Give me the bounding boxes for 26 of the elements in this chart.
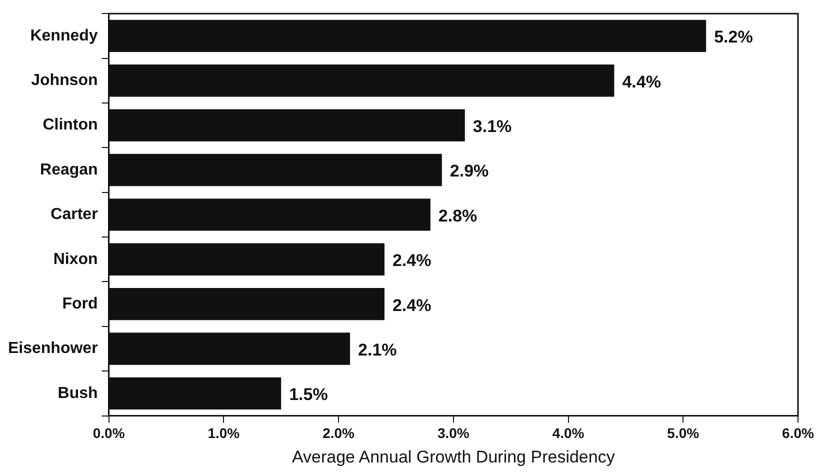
x-tick-label: 4.0% xyxy=(552,425,585,442)
x-tick-label: 6.0% xyxy=(782,425,814,442)
y-tick-label: Nixon xyxy=(53,250,98,268)
y-tick-label: Carter xyxy=(50,206,98,224)
x-tick-label: 1.0% xyxy=(208,425,240,442)
x-tick-label: 3.0% xyxy=(437,425,470,442)
x-tick-label: 5.0% xyxy=(667,425,700,442)
data-label: 3.1% xyxy=(472,117,512,136)
data-label: 2.9% xyxy=(450,162,489,181)
y-tick-label: Kennedy xyxy=(30,27,98,44)
data-label: 5.2% xyxy=(714,28,753,47)
data-label: 2.1% xyxy=(358,340,397,360)
data-label: 2.8% xyxy=(438,206,478,226)
y-tick-label: Bush xyxy=(58,384,98,402)
data-label: 4.4% xyxy=(622,72,661,92)
y-tick-label: Reagan xyxy=(40,161,98,178)
x-tick-label: 2.0% xyxy=(322,425,356,442)
x-tick-label: 0.0% xyxy=(92,425,126,442)
data-label: 2.4% xyxy=(392,251,432,270)
y-tick-label: Johnson xyxy=(31,72,98,90)
data-label: 1.5% xyxy=(289,385,328,404)
y-tick-label: Ford xyxy=(62,295,98,312)
x-axis-title: Average Annual Growth During Presidency xyxy=(292,447,616,466)
y-tick-label: Eisenhower xyxy=(8,340,98,358)
data-label: 2.4% xyxy=(392,296,432,315)
y-tick-label: Clinton xyxy=(42,116,98,134)
